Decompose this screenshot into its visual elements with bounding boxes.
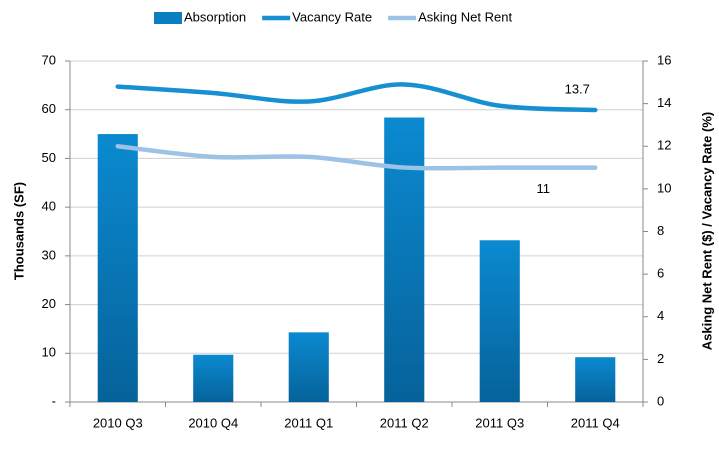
legend-label: Asking Net Rent <box>418 9 512 24</box>
y-tick-label: - <box>52 393 56 408</box>
bar <box>575 357 616 402</box>
y2-axis-title: Asking Net Rent ($) / Vacancy Rate (%) <box>699 112 714 350</box>
bar <box>193 354 234 402</box>
x-tick-label: 2011 Q1 <box>284 415 333 430</box>
bar <box>384 117 425 402</box>
y2-tick-label: 10 <box>657 180 671 195</box>
line <box>115 82 598 113</box>
y-axis-title: Thousands (SF) <box>11 182 26 280</box>
y-tick-label: 70 <box>42 52 56 67</box>
x-tick-label: 2010 Q4 <box>188 415 238 430</box>
legend-label: Vacancy Rate <box>292 9 372 24</box>
x-tick-label: 2011 Q4 <box>571 415 620 430</box>
data-label: 13.7 <box>565 81 590 96</box>
data-label: 11 <box>537 181 551 196</box>
y2-tick-label: 0 <box>657 393 664 408</box>
y-tick-label: 20 <box>42 296 56 311</box>
y2-tick-label: 16 <box>657 52 671 67</box>
legend-label: Absorption <box>184 9 246 24</box>
y2-tick-label: 8 <box>657 223 664 238</box>
y2-tick-label: 6 <box>657 266 664 281</box>
bar <box>288 332 329 402</box>
y2-tick-label: 14 <box>657 95 671 110</box>
y2-tick-label: 2 <box>657 351 664 366</box>
bar <box>97 134 138 403</box>
x-tick-label: 2010 Q3 <box>93 415 143 430</box>
line <box>115 144 598 171</box>
legend-swatch <box>154 12 182 24</box>
y-tick-label: 30 <box>42 247 56 262</box>
y-tick-label: 40 <box>42 199 56 214</box>
y-tick-label: 10 <box>42 345 56 360</box>
y2-tick-label: 12 <box>657 138 671 153</box>
x-tick-label: 2011 Q3 <box>475 415 524 430</box>
y2-tick-label: 4 <box>657 308 664 323</box>
x-tick-label: 2011 Q2 <box>380 415 429 430</box>
y-tick-label: 60 <box>42 101 56 116</box>
bar <box>479 240 520 402</box>
y-tick-label: 50 <box>42 150 56 165</box>
